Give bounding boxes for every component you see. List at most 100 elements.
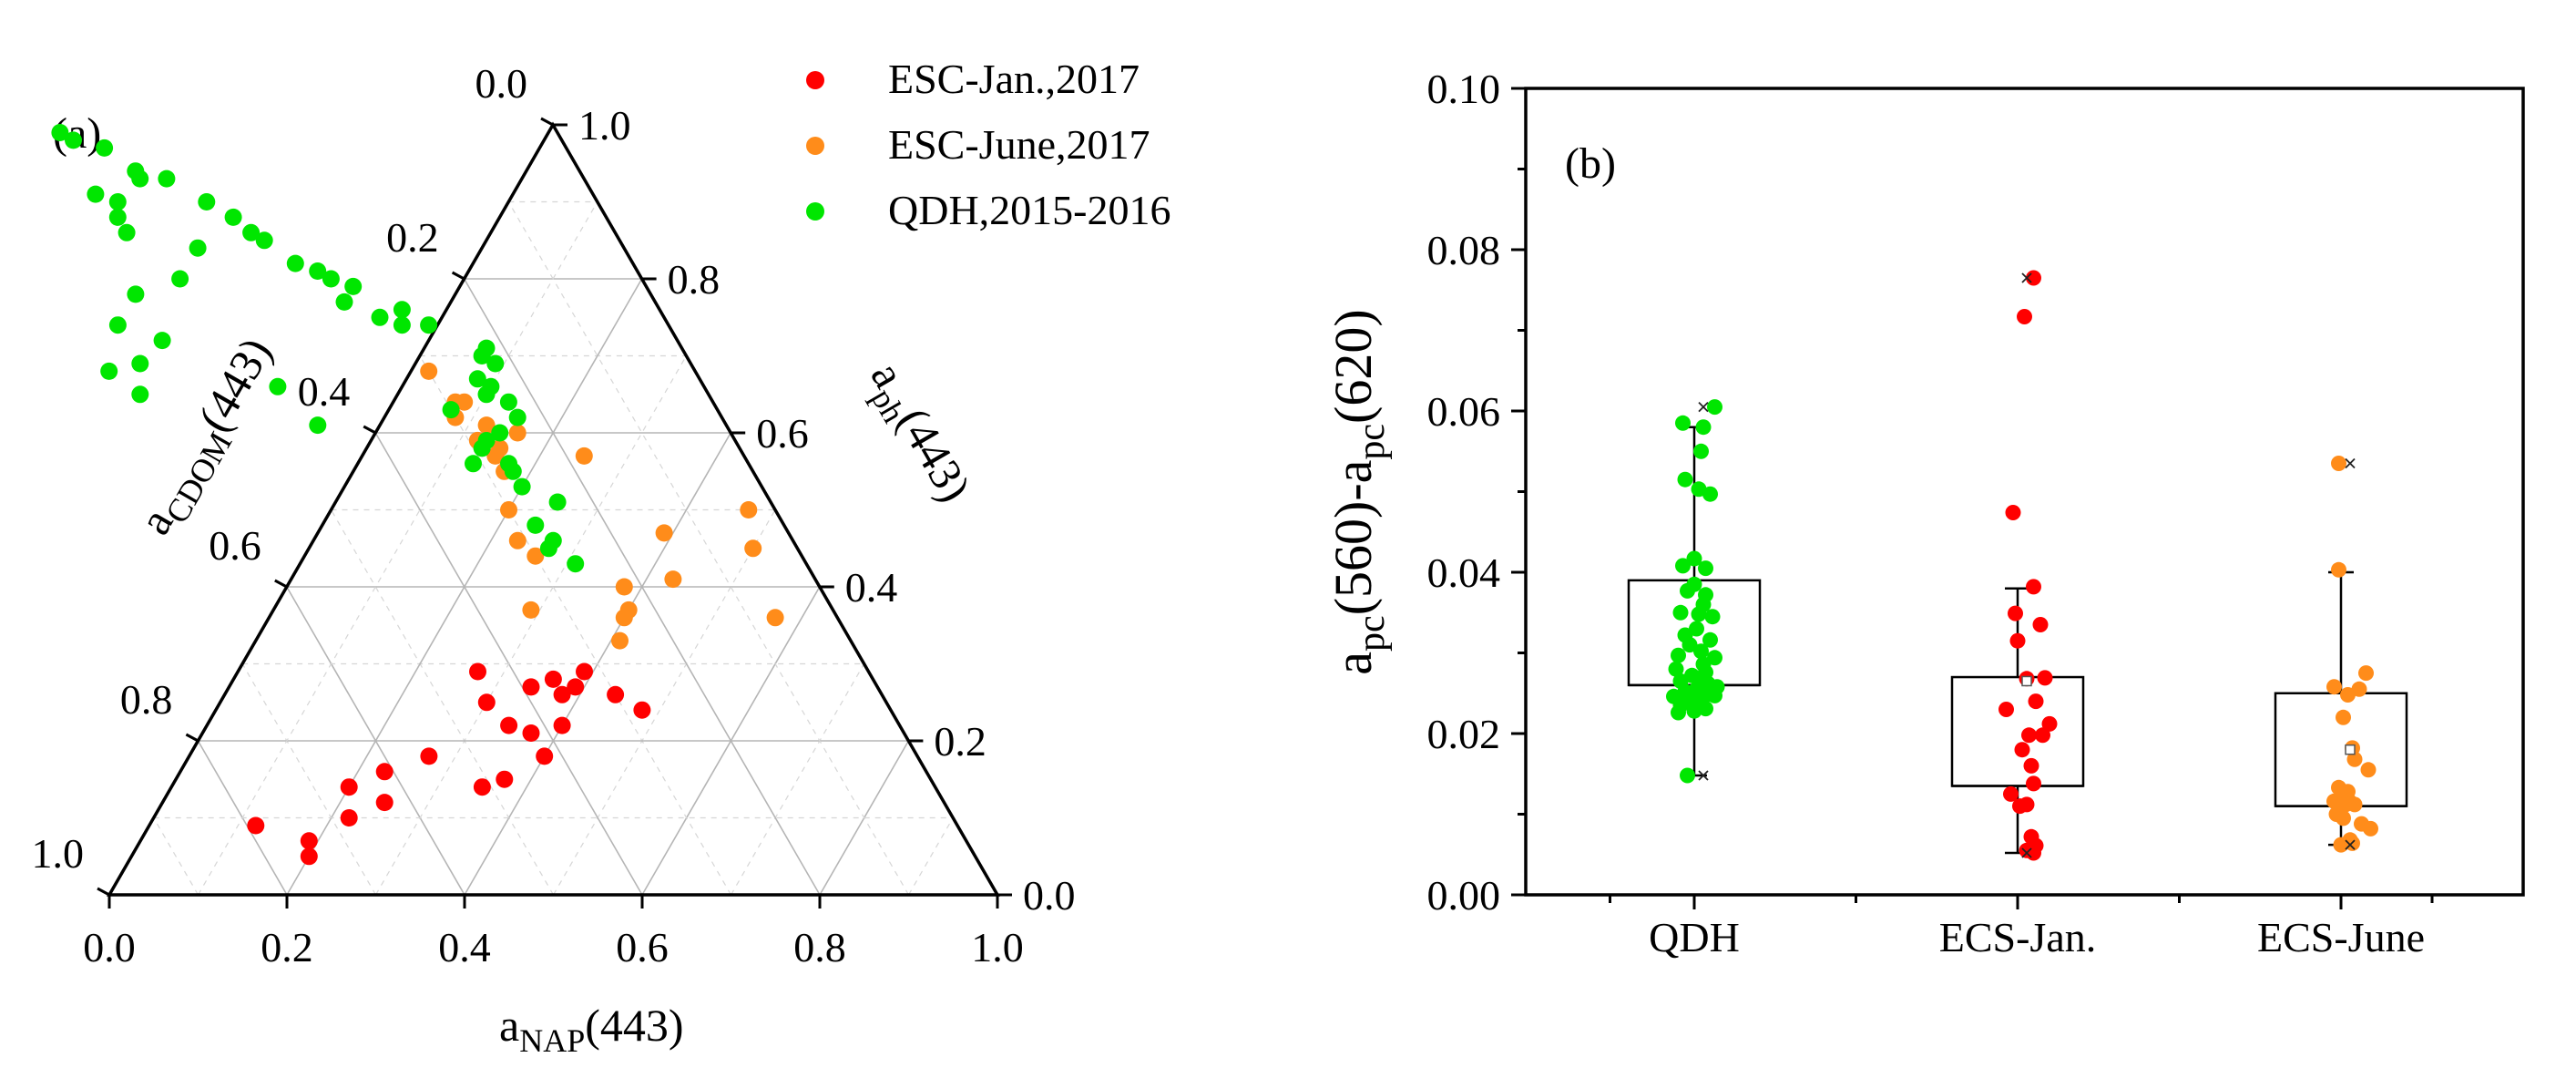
ternary-gridline: [463, 278, 821, 896]
box-y-tick-label: 0.10: [1427, 66, 1501, 112]
ternary-gridline: [197, 201, 598, 896]
ternary-tick: [363, 425, 376, 435]
box-min-marker: [2021, 847, 2032, 858]
box-x-tick-label: ECS-June: [2257, 914, 2425, 960]
ternary-point-esc-jan: [536, 747, 554, 765]
ternary-tick-label-nap: 0.0: [83, 924, 136, 970]
ternary-point-qdh: [442, 401, 460, 419]
ternary-frame: [106, 121, 1001, 897]
box-point: [1693, 443, 1709, 459]
legend-marker-esc-june: [806, 137, 824, 155]
box-point: [2331, 456, 2346, 471]
ternary-point-qdh: [499, 393, 517, 411]
ternary-gridline: [419, 355, 732, 896]
box-point: [1698, 560, 1713, 577]
ternary-point-qdh: [344, 277, 363, 295]
ternary-point-qdh: [393, 316, 411, 334]
ternary-tick-label-nap: 1.0: [971, 924, 1024, 970]
ternary-point-qdh: [198, 193, 216, 210]
box-point: [1680, 582, 1695, 599]
axis-label-cdom: aCDOM(443): [128, 329, 289, 547]
ternary-point-esc-jan: [522, 678, 540, 696]
box-point: [2026, 579, 2041, 595]
ternary-point-qdh: [544, 531, 562, 549]
box-point: [2336, 810, 2351, 826]
box-group-qdh: [1627, 399, 1762, 784]
ternary-tick-label-cdom: 0.2: [386, 214, 439, 261]
box-y-tick-label: 0.04: [1427, 549, 1501, 596]
box-plot: (b) 0.00 0.02 0.04 0.06 0.08 0.10 QDH ECS-Jan.…: [1324, 66, 2525, 960]
box-point: [2035, 727, 2050, 744]
ternary-gridline: [241, 663, 377, 896]
box-point: [2336, 709, 2351, 725]
box-point: [2023, 757, 2039, 774]
ternary-point-esc-jan: [375, 794, 394, 812]
ternary-point-qdh: [526, 516, 545, 534]
ternary-point-qdh: [108, 208, 127, 226]
ternary-point-esc-june: [744, 539, 762, 558]
box-group-ecs-june: [2274, 456, 2408, 853]
ternary-point-esc-june: [766, 609, 784, 627]
box-mean-marker: [2345, 744, 2356, 755]
box-y-ticks: 0.00 0.02 0.04 0.06 0.08 0.10: [1427, 66, 1526, 919]
box-point: [1707, 399, 1722, 416]
box-y-tick-label: 0.06: [1427, 388, 1501, 435]
box-point: [2017, 309, 2032, 324]
ternary-point-esc-june: [611, 631, 629, 650]
ternary-point-qdh: [309, 262, 327, 280]
ternary-point-qdh: [567, 555, 585, 573]
ternary-point-esc-jan: [567, 678, 585, 696]
panel-label-b: (b): [1565, 139, 1616, 188]
box-point: [2014, 742, 2030, 758]
box-point: [1693, 643, 1709, 660]
box-point: [2360, 762, 2377, 778]
box-point: [1691, 606, 1707, 622]
ternary-point-esc-jan: [553, 716, 571, 734]
ternary-point-esc-june: [491, 439, 509, 457]
ternary-points: [51, 124, 784, 866]
ternary-point-qdh: [131, 354, 149, 373]
box-point: [2346, 796, 2363, 813]
box-x-tick-label: QDH: [1649, 914, 1740, 960]
box-point: [1672, 604, 1689, 621]
legend-label-esc-jan: ESC-Jan.,2017: [888, 56, 1140, 102]
ternary-point-esc-jan: [477, 693, 496, 712]
ternary-tick-label-cdom: 1.0: [32, 830, 85, 877]
ternary-point-qdh: [269, 377, 287, 395]
box-point: [1704, 609, 1721, 625]
ternary-point-qdh: [51, 124, 69, 141]
ternary-point-qdh: [465, 455, 482, 473]
ternary-gridline: [153, 817, 199, 896]
ternary-point-qdh: [477, 339, 496, 357]
ternary-point-qdh: [420, 316, 438, 334]
ternary-point-qdh: [513, 477, 531, 496]
ternary-point-qdh: [108, 193, 127, 210]
box-point: [2032, 617, 2049, 632]
box-y-tick-label: 0.02: [1427, 711, 1501, 757]
box-y-axis-label: apc(560)-apc(620): [1324, 309, 1393, 674]
ternary-point-esc-june: [500, 501, 517, 518]
box-max-marker: [2021, 272, 2032, 283]
axis-label-ph: aph(443): [854, 354, 982, 515]
box-point: [1682, 637, 1698, 653]
ternary-point-esc-jan: [420, 747, 438, 765]
ternary-ticks: 0.0 0.0 0.0 0.2 0.2 0.2 0.4 0.4 0.4 0.6 0.6 0.6 0.8 0…: [32, 60, 1076, 970]
ternary-point-esc-june: [526, 547, 545, 565]
ternary-point-esc-june: [522, 601, 540, 619]
ternary-tick-label-nap: 0.6: [616, 924, 669, 970]
ternary-point-esc-jan: [576, 662, 593, 681]
box-point: [1671, 704, 1686, 721]
box-point: [1680, 767, 1695, 784]
ternary-point-esc-june: [615, 609, 633, 627]
ternary-point-esc-jan: [340, 809, 358, 826]
ternary-point-qdh: [486, 354, 505, 373]
box-point: [2028, 693, 2044, 710]
ternary-point-qdh: [491, 424, 509, 442]
ternary-point-qdh: [127, 285, 145, 303]
box-y-tick-label: 0.00: [1427, 872, 1501, 919]
ternary-tick-label-ph: 0.2: [934, 718, 986, 765]
legend-label-qdh: QDH,2015-2016: [888, 187, 1170, 233]
ternary-point-esc-jan: [375, 763, 394, 781]
ternary-point-esc-jan: [522, 724, 540, 742]
box-point: [2326, 679, 2342, 695]
